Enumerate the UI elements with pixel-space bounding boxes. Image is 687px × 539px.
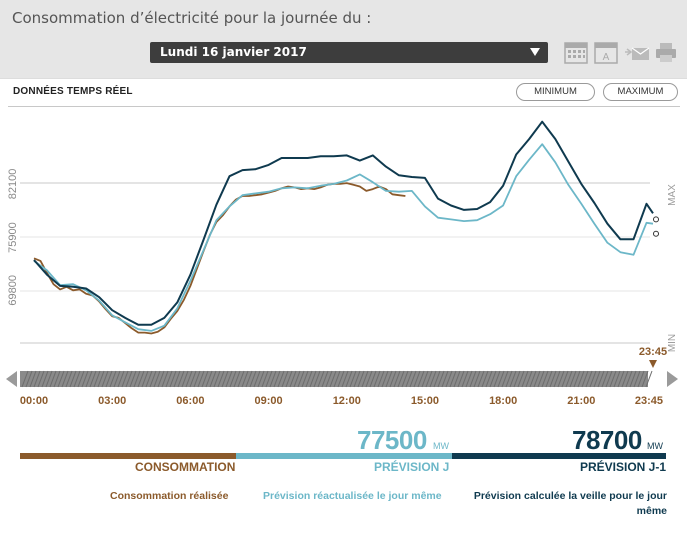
prevision-j1-label: PRÉVISION J-1 [580, 460, 667, 474]
x-tick-label: 03:00 [98, 395, 126, 407]
x-tick-label: 23:45 [635, 395, 663, 407]
page-title: Consommation d’électricité pour la journ… [12, 9, 372, 27]
print-icon[interactable] [655, 40, 677, 64]
prevision-j-label: PRÉVISION J [374, 460, 450, 474]
prevision-j1-unit: MW [647, 441, 663, 451]
time-scrollbar[interactable] [6, 360, 678, 388]
series-lines [33, 120, 659, 335]
series-line [33, 143, 654, 332]
x-tick-label: 18:00 [489, 395, 517, 407]
prevision-j1-bar [452, 453, 666, 459]
x-tick-label: 09:00 [254, 395, 282, 407]
minimum-button[interactable]: MINIMUM [516, 83, 595, 101]
consumption-chart: 69800 75900 82100 MAX MIN 23:45 00:00 03:00… [6, 120, 678, 407]
x-tick-label: 06:00 [176, 395, 204, 407]
realtime-label: DONNÉES TEMPS RÉEL [13, 86, 133, 97]
y-tick-label: 82100 [7, 169, 19, 200]
max-label: MAX [667, 184, 678, 206]
maximum-button[interactable]: MAXIMUM [603, 83, 678, 101]
scroll-right-icon[interactable] [667, 371, 678, 387]
scroll-left-icon[interactable] [6, 371, 17, 387]
prevision-j-description: Prévision réactualisée le jour même [263, 490, 442, 502]
prevision-j-unit: MW [433, 441, 449, 451]
y-axis-ticks: 69800 75900 82100 [7, 169, 19, 306]
min-label: MIN [667, 334, 678, 352]
prevision-j-bar [236, 453, 452, 459]
date-select[interactable]: Lundi 16 janvier 2017 [150, 42, 548, 63]
x-tick-label: 12:00 [333, 395, 361, 407]
y-tick-label: 75900 [7, 222, 19, 253]
header-divider [8, 106, 680, 107]
scrollbar-track[interactable] [20, 371, 648, 387]
x-axis-ticks: 00:00 03:00 06:00 09:00 12:00 15:00 18:00 21:00… [20, 395, 663, 407]
calendar-icon[interactable] [564, 40, 588, 64]
consommation-label: CONSOMMATION [135, 460, 236, 474]
grid [20, 182, 650, 344]
series-endpoint [653, 216, 659, 223]
scrollbar-hatch [21, 370, 653, 388]
prevision-j1-description: Prévision calculée la veille pour le jou… [473, 490, 667, 517]
selected-date: Lundi 16 janvier 2017 [160, 45, 307, 59]
series-endpoint [653, 230, 659, 237]
cursor-time-label: 23:45 [639, 346, 667, 358]
prevision-j-value: 77500 [357, 425, 427, 455]
x-tick-label: 15:00 [411, 395, 439, 407]
svg-text:A: A [603, 52, 610, 63]
y-tick-label: 69800 [7, 275, 19, 306]
caret-down-icon [530, 48, 540, 56]
series-line [33, 182, 406, 335]
cursor-marker-icon[interactable] [649, 360, 657, 368]
day-calendar-icon[interactable]: A [594, 40, 618, 64]
email-icon[interactable] [624, 40, 650, 64]
header-bar [0, 0, 687, 78]
prevision-j1-value: 78700 [572, 425, 642, 455]
x-tick-label: 21:00 [567, 395, 595, 407]
x-tick-label: 00:00 [20, 395, 48, 407]
consommation-bar [20, 453, 236, 459]
series-line [33, 120, 654, 326]
consommation-description: Consommation réalisée [110, 490, 229, 502]
